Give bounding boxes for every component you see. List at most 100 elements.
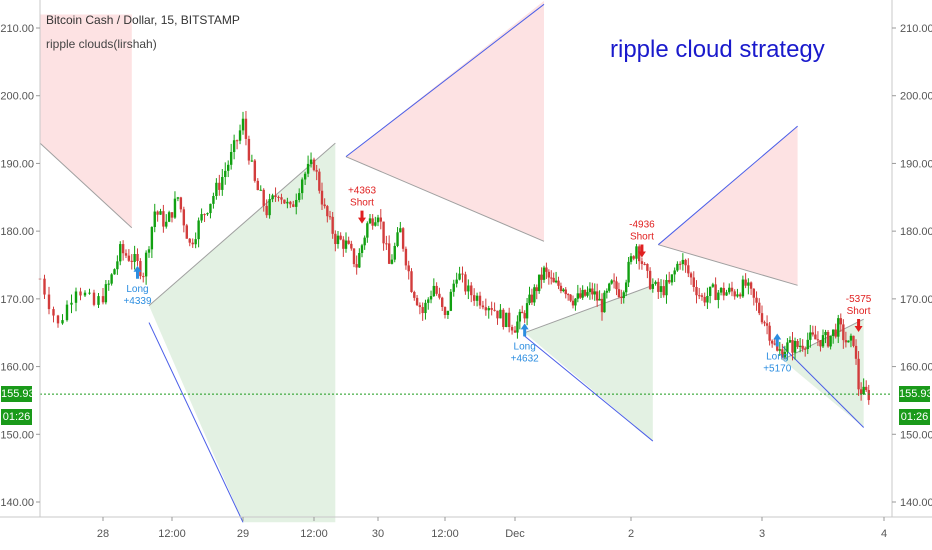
candle-body [415,297,419,306]
candle-body [770,340,774,344]
candle-body [162,211,165,227]
candle-body [637,246,641,262]
candle-body [831,329,835,336]
candle-body [530,294,534,303]
long-signal-label: Long [126,284,148,295]
candle-body [376,217,380,223]
candle-body [277,196,280,198]
candle-body [552,277,555,283]
bear-cloud [346,0,544,242]
candle-body [783,351,787,358]
candle-body [706,295,709,303]
candle-body [615,281,618,290]
candle-body [47,294,51,310]
candle-body [824,331,827,336]
candle-body [350,243,353,249]
candle-body [717,292,720,300]
candle-body [70,302,73,305]
candle-body [119,244,122,262]
candle-body [768,325,771,341]
candle-body [280,197,283,200]
candle-body [646,264,649,271]
x-tick-label: Dec [505,528,525,540]
candle-body [43,278,46,295]
candle-body [673,270,676,275]
candle-body [583,289,587,296]
candle-body [449,291,453,311]
candle-body [142,276,145,278]
candle-body [229,151,233,165]
short-signal-label: Short [350,198,374,209]
candle-body [566,294,570,296]
symbol-title[interactable]: Bitcoin Cash / Dollar, 15, BITSTAMP [46,13,240,27]
candle-body [550,277,553,279]
indicator-label[interactable]: ripple clouds(lirshah) [46,37,157,51]
candle-body [97,296,100,305]
y-tick-label-left: 140.00 [0,497,34,509]
candle-body [250,160,254,162]
candle-body [867,390,870,401]
cloud-band-line [345,3,545,158]
candle-body [738,294,742,297]
candle-body [432,285,436,297]
candle-body [839,318,842,325]
candle-body [176,197,180,199]
candle-body [687,265,690,274]
candle-body [499,309,502,319]
candle-body [136,254,139,261]
candle-body [571,300,575,306]
candle-body [620,296,623,299]
cloud-band-line [781,345,865,428]
price-badge-right: 155.93 [899,386,932,402]
candle-body [265,205,268,216]
candle-body [547,271,551,278]
y-tick-label-left: 150.00 [0,429,34,441]
candle-body [591,288,594,295]
candle-body [559,285,563,292]
candle-body [133,254,136,262]
candle-body [681,259,685,265]
candle-body [121,244,125,254]
candle-body [320,190,324,205]
candle-body [809,332,812,340]
candle-body [857,358,860,390]
long-signal: Long+4339 [123,265,152,307]
candle-body [505,312,508,328]
candle-body [798,345,802,347]
long-signal-label: Long [514,341,536,352]
candle-body [130,260,133,262]
countdown-badge-right: 01:26 [899,409,930,425]
candle-body [481,305,485,308]
candle-body [665,280,668,296]
candle-body [819,340,822,347]
candle-body [657,281,660,292]
candle-body [458,273,461,280]
candle-body [88,292,91,294]
x-tick-label: 3 [759,528,765,540]
candle-body [487,308,490,311]
candle-body [516,321,519,333]
candle-body [796,341,799,347]
candle-body [728,287,731,293]
candle-body [144,252,148,277]
candle-body [452,283,455,292]
candle-body [256,180,259,191]
candle-body [427,299,430,303]
candle-body [741,279,745,297]
candle-body [101,296,105,303]
candle-body [670,274,674,283]
candle-body [525,303,529,319]
candle-body [147,249,151,253]
x-tick-label: 12:00 [300,528,328,540]
candle-body [865,386,868,391]
candle-body [502,309,505,328]
candle-body [755,297,758,303]
candle-body [804,348,807,350]
candle-body [648,270,652,289]
candle-body [374,222,377,226]
candle-body [788,340,792,343]
candle-body [224,170,227,177]
short-arrow [358,210,366,224]
candle-body [581,289,584,298]
